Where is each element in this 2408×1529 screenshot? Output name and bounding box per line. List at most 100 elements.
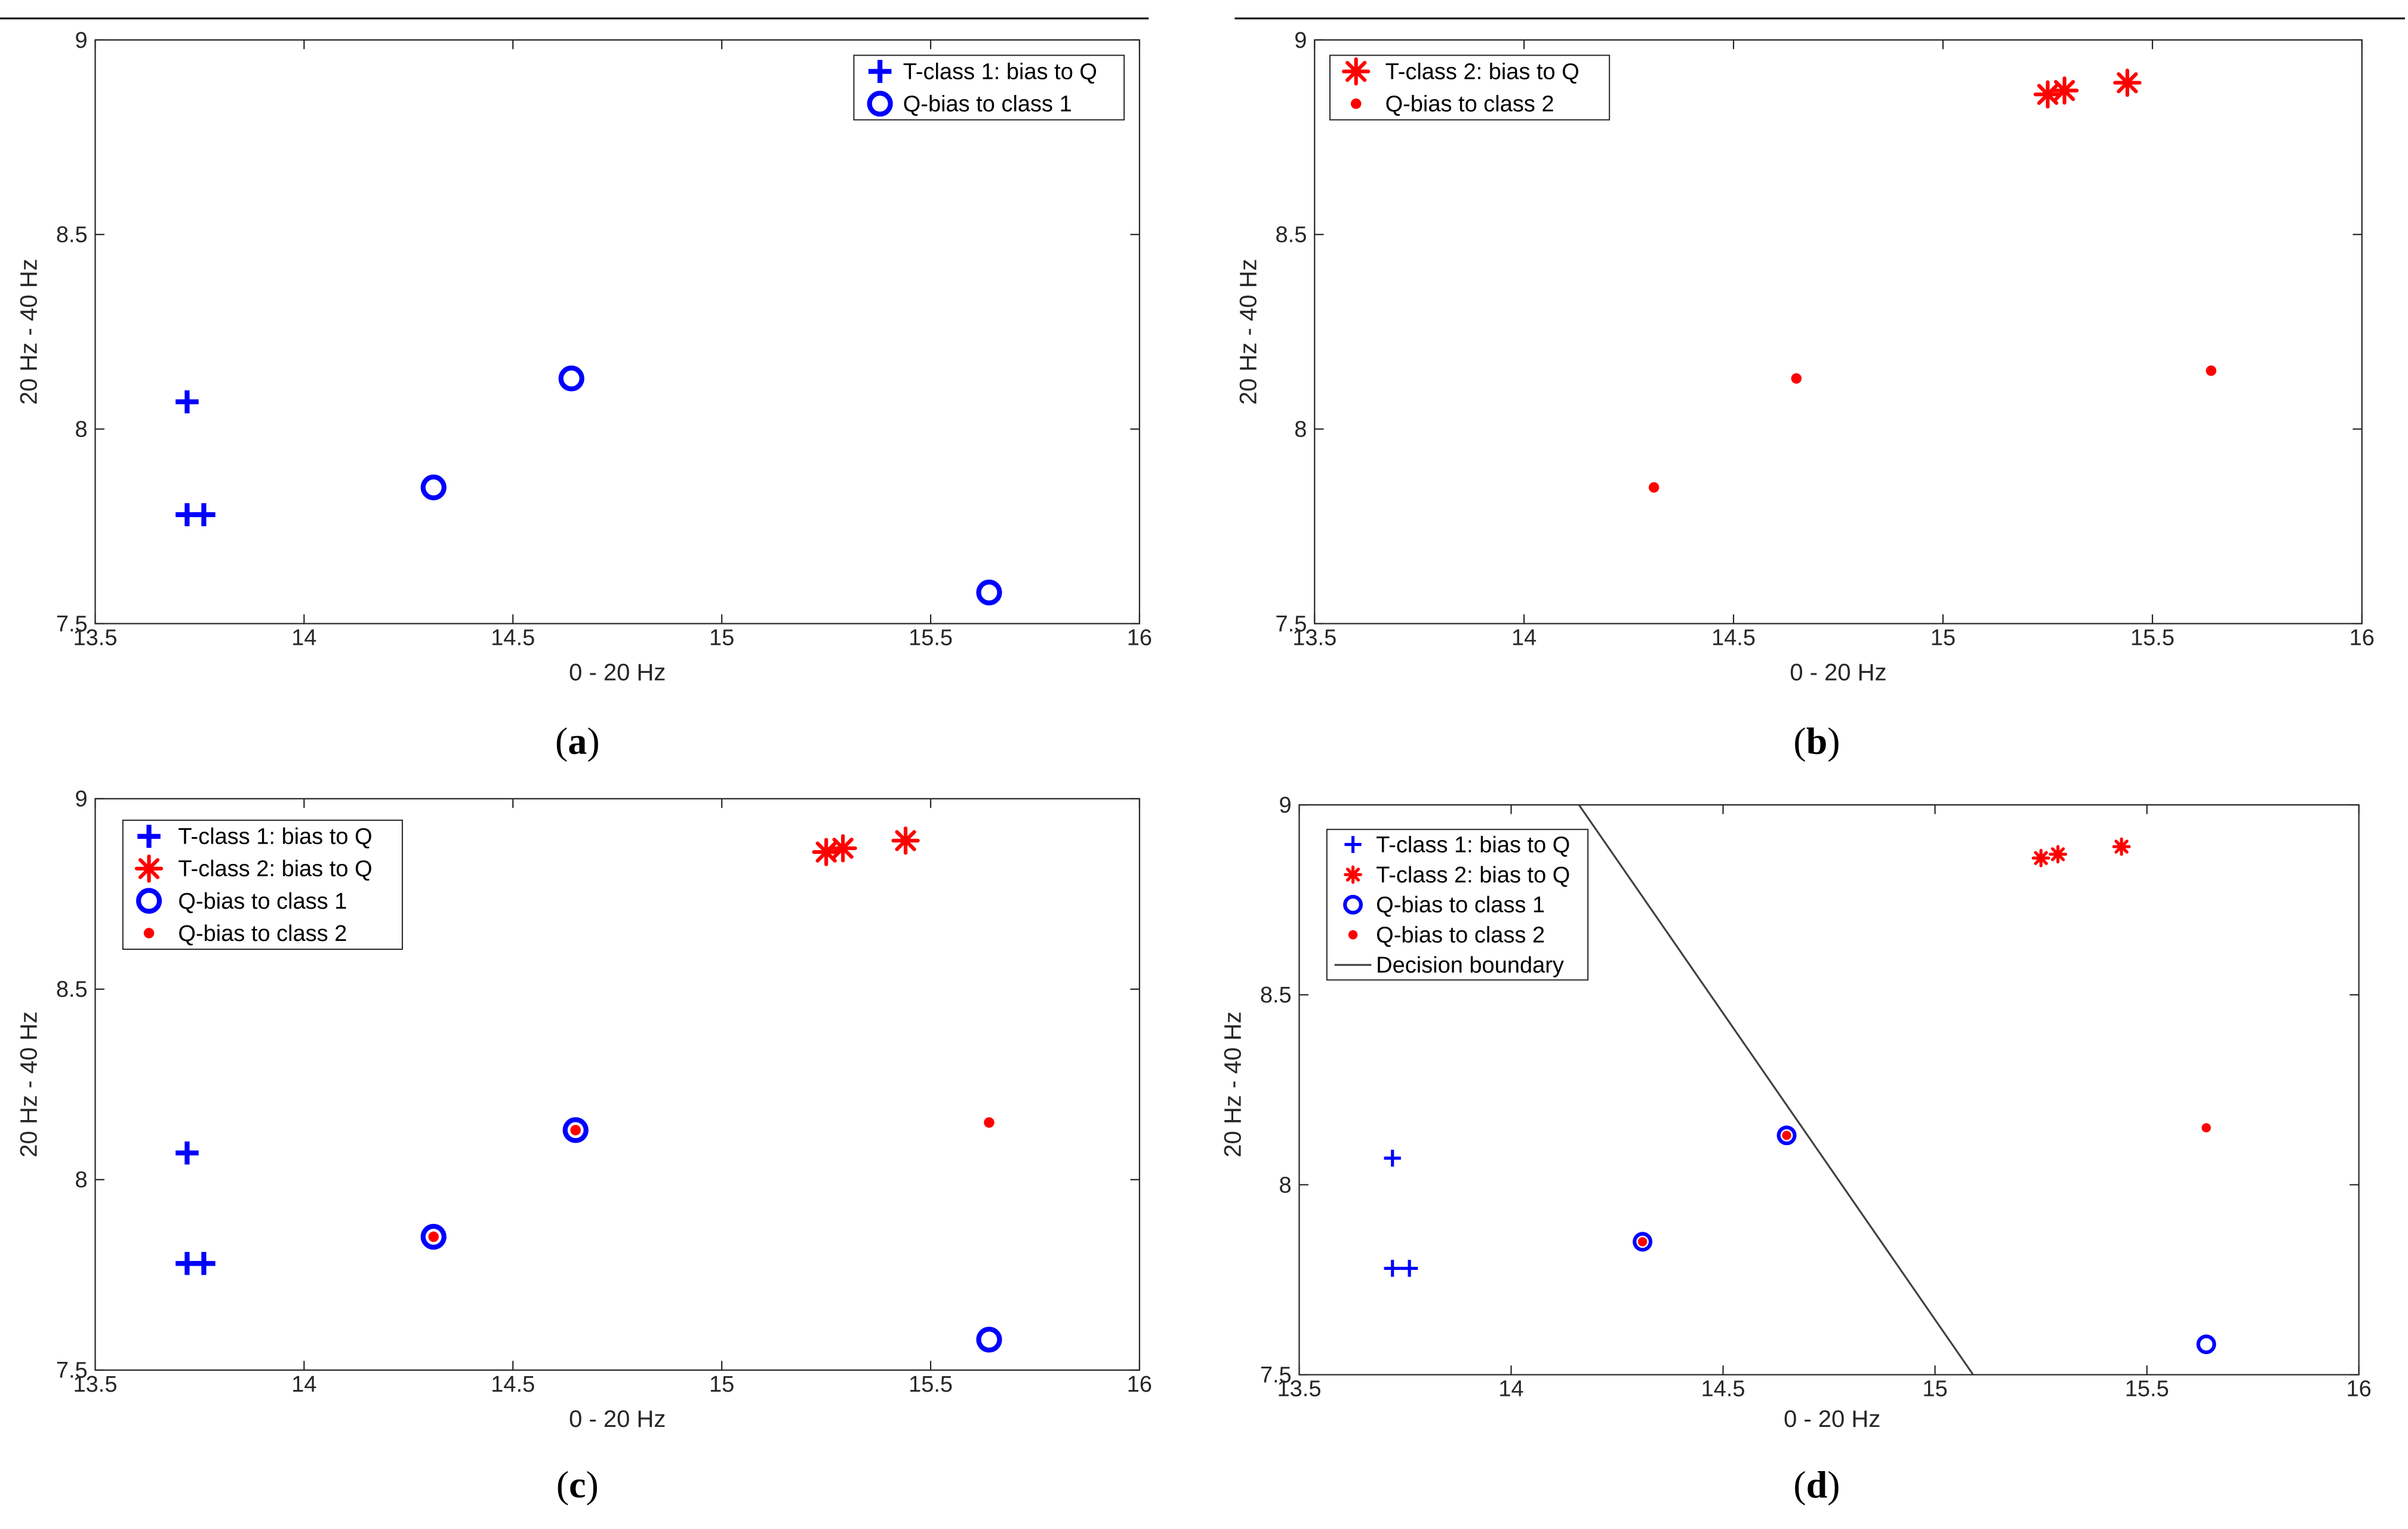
data-layer <box>175 826 1002 1353</box>
point-q2 <box>1637 1237 1648 1247</box>
y-tick-label: 9 <box>75 28 88 53</box>
x-tick-label: 14.5 <box>1701 1377 1745 1402</box>
x-tick-label: 16 <box>2347 1377 2372 1402</box>
x-tick-label: 16 <box>1127 626 1152 651</box>
point-t1 <box>1384 1260 1401 1277</box>
point-t1 <box>175 1141 199 1165</box>
x-tick-label: 16 <box>2350 626 2375 651</box>
legend-symbol-q1 <box>136 888 162 914</box>
legend-entry: Q-bias to class 1 <box>1376 893 1545 918</box>
legend-box <box>1326 829 1589 981</box>
point-q2 <box>2206 365 2216 376</box>
point-t1 <box>175 390 199 414</box>
x-tick-label: 15.5 <box>2130 626 2175 651</box>
point-q2 <box>570 1125 581 1136</box>
x-tick-label: 14.5 <box>491 1372 535 1397</box>
point-t1 <box>1400 1260 1418 1277</box>
point-t2 <box>2050 76 2079 105</box>
legend-box <box>1329 54 1611 121</box>
x-axis-label: 0 - 20 Hz <box>1784 1406 1880 1432</box>
x-tick-label: 13.5 <box>73 1372 118 1397</box>
y-axis-label: 20 Hz - 40 Hz <box>16 1011 42 1158</box>
panel-caption: (d) <box>1793 1463 1840 1506</box>
legend-entry: Q-bias to class 2 <box>178 921 347 946</box>
x-axis-label: 0 - 20 Hz <box>569 1406 666 1432</box>
y-tick-label: 8.5 <box>56 977 88 1002</box>
y-tick-label: 8.5 <box>1260 983 1292 1008</box>
legend-entry: Q-bias to class 1 <box>178 889 347 914</box>
x-tick-label: 14 <box>1511 626 1536 651</box>
legend-symbol-q2 <box>1348 930 1358 940</box>
legend: T-class 1: bias to Q T-class 2: bias to Q… <box>122 819 404 950</box>
legend-symbol-q2 <box>1350 98 1362 109</box>
point-q2 <box>984 1117 994 1128</box>
legend-entry: T-class 2: bias to Q <box>1376 863 1570 888</box>
legend-box <box>122 819 404 950</box>
x-tick-label: 13.5 <box>1292 626 1337 651</box>
point-t2 <box>2112 837 2131 856</box>
panel-a: 13.5 14 14.5 15 15.5 16 7.5 8 8.5 9 0 - 20 Hz 20 Hz… <box>0 17 1152 762</box>
legend-box <box>853 54 1125 121</box>
legend-symbol-q2 <box>143 928 155 939</box>
y-tick-label: 8 <box>75 1168 88 1193</box>
point-q1 <box>1633 1232 1653 1252</box>
legend: T-class 1: bias to Q Q-bias to class 1 <box>853 54 1125 121</box>
point-t2 <box>891 826 920 855</box>
point-q1 <box>558 365 584 392</box>
point-t2 <box>2049 845 2067 864</box>
x-tick-label: 15 <box>1922 1377 1947 1402</box>
legend-symbol-q1 <box>867 91 893 117</box>
y-tick-label: 7.5 <box>56 611 88 636</box>
point-q2 <box>2201 1123 2211 1133</box>
decision-boundary-line <box>1578 805 1974 1375</box>
x-axis-label: 0 - 20 Hz <box>1790 660 1886 686</box>
point-t1 <box>1384 1149 1401 1167</box>
x-tick-label: 15 <box>709 626 734 651</box>
x-tick-label: 15 <box>709 1372 734 1397</box>
point-q2 <box>1782 1130 1791 1140</box>
point-q2 <box>1791 373 1802 384</box>
legend: T-class 2: bias to Q Q-bias to class 2 <box>1329 54 1611 121</box>
x-tick-label: 13.5 <box>73 626 118 651</box>
x-tick-label: 14 <box>1498 1377 1523 1402</box>
legend-entry: T-class 2: bias to Q <box>1385 59 1579 84</box>
legend-symbol-t1 <box>1344 836 1362 853</box>
plot-frame <box>94 39 1141 624</box>
x-tick-label: 15.5 <box>909 626 953 651</box>
x-tick-label: 14.5 <box>491 626 535 651</box>
y-tick-label: 7.5 <box>56 1358 88 1383</box>
point-t2 <box>2113 68 2142 97</box>
point-t1 <box>192 1251 215 1275</box>
y-tick-label: 7.5 <box>1260 1362 1292 1388</box>
x-tick-label: 15.5 <box>2125 1377 2169 1402</box>
legend-symbol-t2 <box>134 854 164 883</box>
data-layer <box>175 365 1002 605</box>
legend-entry: T-class 1: bias to Q <box>903 59 1097 84</box>
y-axis-label: 20 Hz - 40 Hz <box>1235 259 1261 405</box>
point-q2 <box>1648 482 1659 493</box>
point-t1 <box>192 503 215 527</box>
point-t2 <box>2031 848 2050 867</box>
y-tick-label: 8 <box>75 417 88 442</box>
legend-entry: Q-bias to class 2 <box>1385 92 1554 117</box>
x-tick-label: 14 <box>291 626 316 651</box>
point-t2 <box>829 834 857 863</box>
legend-symbol-t2 <box>1344 865 1362 884</box>
point-q1 <box>2196 1334 2216 1355</box>
point-q1 <box>420 1223 447 1250</box>
panel-c: 13.5 14 14.5 15 15.5 16 7.5 8 8.5 9 0 - 20 Hz 20 Hz… <box>16 787 1152 1506</box>
y-tick-label: 9 <box>1279 793 1292 818</box>
legend-entry: Decision boundary <box>1376 953 1564 978</box>
x-tick-label: 16 <box>1127 1372 1152 1397</box>
y-axis-label: 20 Hz - 40 Hz <box>16 259 42 405</box>
x-tick-label: 14.5 <box>1711 626 1756 651</box>
panel-caption: (b) <box>1793 720 1840 762</box>
legend-entry: T-class 1: bias to Q <box>178 825 372 850</box>
x-tick-label: 14 <box>291 1372 316 1397</box>
legend-symbol-q1 <box>1343 894 1363 915</box>
point-t2 <box>2033 80 2062 109</box>
legend-entry: T-class 1: bias to Q <box>1376 832 1570 857</box>
legend-symbol-t1 <box>868 60 892 83</box>
legend: T-class 1: bias to Q T-class 2: bias to Q… <box>1326 829 1589 981</box>
